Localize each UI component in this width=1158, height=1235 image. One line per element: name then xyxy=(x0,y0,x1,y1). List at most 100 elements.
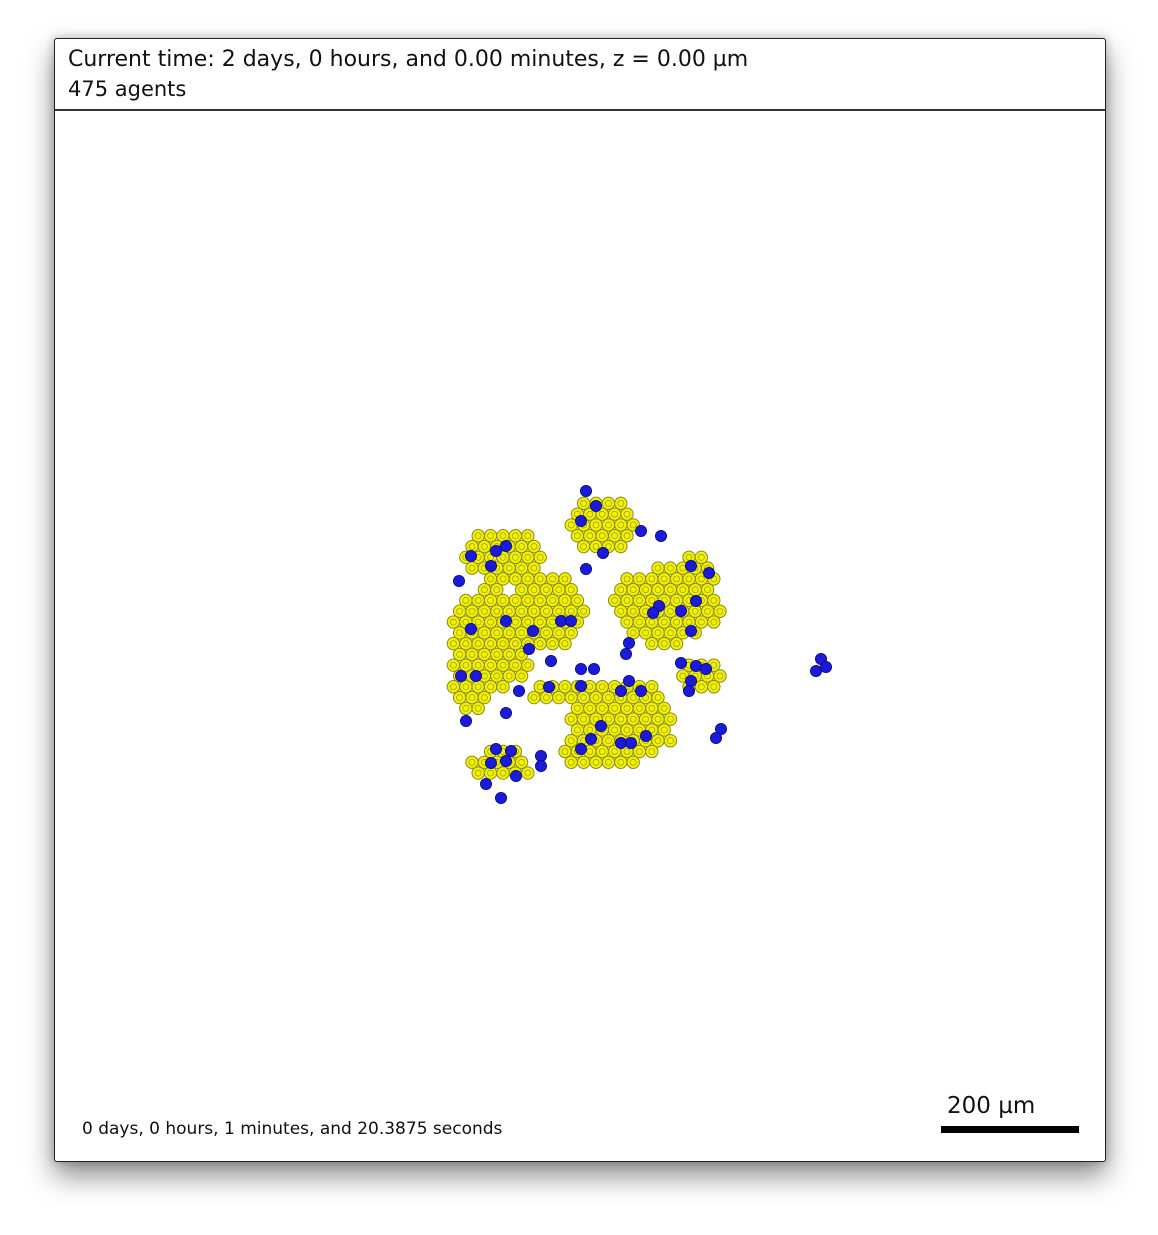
yellow-cell-nucleus xyxy=(481,607,488,615)
yellow-cell-nucleus xyxy=(549,575,556,583)
yellow-cell-nucleus xyxy=(524,532,532,540)
yellow-cell-nucleus xyxy=(605,737,612,745)
yellow-cell xyxy=(638,712,653,726)
yellow-cell xyxy=(527,690,541,705)
yellow-cell-nucleus xyxy=(518,758,525,766)
yellow-cell-nucleus xyxy=(481,629,488,637)
blue-cell xyxy=(685,675,698,688)
yellow-cell-nucleus xyxy=(629,629,637,637)
elapsed-time-text: 0 days, 0 hours, 1 minutes, and 20.3875 … xyxy=(82,1119,503,1139)
yellow-cell-nucleus xyxy=(561,748,569,755)
yellow-cell-nucleus xyxy=(592,715,600,723)
yellow-cell-nucleus xyxy=(611,705,618,712)
yellow-cell xyxy=(545,593,560,608)
yellow-cell-nucleus xyxy=(499,554,507,561)
yellow-cell-nucleus xyxy=(642,715,649,723)
yellow-cell xyxy=(626,604,640,618)
yellow-cell xyxy=(490,669,504,683)
yellow-cell-nucleus xyxy=(450,683,457,691)
blue-cell xyxy=(484,757,497,770)
yellow-cell-nucleus xyxy=(512,640,519,647)
yellow-cell xyxy=(570,529,585,543)
yellow-cell xyxy=(471,766,485,780)
yellow-cell-nucleus xyxy=(536,575,544,583)
yellow-cell xyxy=(514,669,529,683)
yellow-cell-nucleus xyxy=(623,726,631,734)
yellow-cell xyxy=(601,734,616,748)
yellow-cell xyxy=(663,626,678,640)
yellow-cell xyxy=(564,755,578,769)
yellow-cell xyxy=(576,496,591,511)
yellow-cell xyxy=(502,647,516,662)
yellow-cell-nucleus xyxy=(561,575,569,583)
blue-cell xyxy=(459,715,472,728)
yellow-cell-nucleus xyxy=(642,629,649,637)
blue-cell xyxy=(635,685,648,698)
yellow-cell xyxy=(558,636,572,651)
yellow-cell-nucleus xyxy=(462,683,470,691)
yellow-cell-nucleus xyxy=(660,705,668,712)
yellow-cell-nucleus xyxy=(474,597,482,604)
yellow-cell-nucleus xyxy=(462,661,470,669)
yellow-cell xyxy=(601,496,616,511)
yellow-cell xyxy=(452,626,467,640)
yellow-cell-nucleus xyxy=(493,586,501,593)
yellow-cell-nucleus xyxy=(617,758,625,766)
yellow-cell-nucleus xyxy=(667,564,674,572)
yellow-cell-nucleus xyxy=(530,586,538,593)
yellow-cell xyxy=(496,529,510,543)
yellow-cell xyxy=(502,669,516,683)
yellow-cell-nucleus xyxy=(673,597,680,604)
yellow-cell xyxy=(471,636,485,651)
agent-count-text: 475 agents xyxy=(68,77,187,101)
yellow-cell-nucleus xyxy=(667,715,674,723)
yellow-cell-nucleus xyxy=(574,705,581,712)
yellow-cell-nucleus xyxy=(555,629,563,637)
yellow-cell-nucleus xyxy=(648,640,656,647)
yellow-cell-nucleus xyxy=(691,607,699,615)
yellow-cell xyxy=(645,572,659,586)
yellow-cell-nucleus xyxy=(574,726,581,734)
yellow-cell-nucleus xyxy=(536,597,544,604)
yellow-cell-nucleus xyxy=(493,629,501,637)
yellow-cell-nucleus xyxy=(450,661,457,669)
yellow-cell xyxy=(564,582,578,597)
yellow-cell-nucleus xyxy=(716,672,724,680)
yellow-cell xyxy=(620,615,634,629)
yellow-cell-nucleus xyxy=(605,715,612,723)
yellow-cell xyxy=(459,680,473,694)
blue-cell xyxy=(810,665,823,678)
yellow-cell xyxy=(663,712,678,726)
yellow-cell-nucleus xyxy=(536,640,544,647)
yellow-cell xyxy=(539,626,554,640)
yellow-cell-nucleus xyxy=(679,586,687,593)
yellow-cell-nucleus xyxy=(605,758,612,766)
yellow-cell-nucleus xyxy=(524,769,532,777)
yellow-cell xyxy=(651,626,665,640)
yellow-cell-nucleus xyxy=(487,618,494,626)
blue-cell xyxy=(454,670,467,683)
yellow-cell-nucleus xyxy=(524,597,532,604)
yellow-cell xyxy=(657,572,671,586)
yellow-cell-nucleus xyxy=(654,715,662,723)
yellow-cell xyxy=(632,615,647,629)
yellow-cell xyxy=(514,561,529,575)
yellow-cell xyxy=(583,701,597,716)
yellow-cell-nucleus xyxy=(518,607,525,615)
blue-cell xyxy=(588,663,601,676)
yellow-cell-nucleus xyxy=(468,607,476,615)
yellow-cell-nucleus xyxy=(654,586,662,593)
blue-cell xyxy=(575,663,588,676)
yellow-cell-nucleus xyxy=(617,586,625,593)
yellow-cell xyxy=(558,572,572,586)
yellow-cell-nucleus xyxy=(481,651,488,658)
yellow-cell xyxy=(626,582,640,597)
yellow-cell-nucleus xyxy=(611,748,618,755)
yellow-cell xyxy=(471,529,485,543)
yellow-cell xyxy=(601,518,616,532)
yellow-cell-nucleus xyxy=(592,543,600,550)
yellow-cell-nucleus xyxy=(667,586,674,593)
yellow-cell xyxy=(496,766,510,780)
yellow-cell-nucleus xyxy=(474,640,482,647)
yellow-cell xyxy=(626,712,640,726)
